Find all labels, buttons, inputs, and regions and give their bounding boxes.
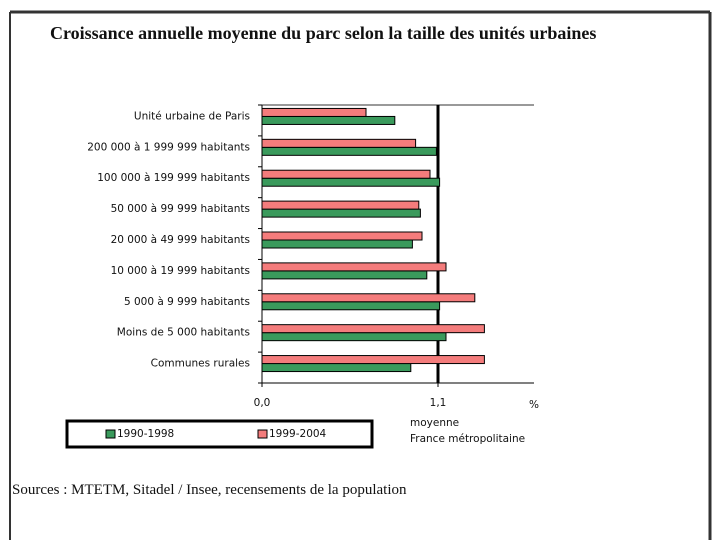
y-tick-label: Communes rurales [151,358,250,370]
y-tick-label: Moins de 5 000 habitants [117,327,250,339]
bar [261,208,421,218]
y-tick-label: Unité urbaine de Paris [134,110,250,122]
legend-swatch [105,429,116,439]
bar [261,355,485,365]
x-tick-label: 1,1 [430,397,447,409]
y-tick-label: 5 000 à 9 999 habitants [124,296,250,308]
bar [261,270,428,280]
bar [261,363,412,373]
chart-title: Croissance annuelle moyenne du parc selo… [50,23,597,43]
annotation: France métropolitaine [410,433,525,445]
annotation: moyenne [410,417,459,429]
y-tick-label: 100 000 à 199 999 habitants [97,172,250,184]
legend-label: 1990-1998 [117,428,174,440]
y-tick-label: 10 000 à 19 999 habitants [111,265,250,277]
y-tick-label: 50 000 à 99 999 habitants [111,203,250,215]
bar [261,177,441,187]
bar [261,169,431,179]
legend-swatch [257,429,268,439]
x-tick-label: 0,0 [254,397,271,409]
legend-label: 1999-2004 [269,428,327,440]
bar [261,239,413,249]
bar [261,293,476,303]
legend-box [65,419,374,449]
bar [261,107,367,117]
bar [261,200,420,210]
bar [261,115,396,125]
bar [261,146,437,156]
bar [261,138,417,148]
y-tick-label: 20 000 à 49 999 habitants [111,234,250,246]
bar [261,262,447,272]
y-tick-label: 200 000 à 1 999 999 habitants [87,141,250,153]
bar [261,332,447,342]
bar [261,324,485,334]
source: Sources : MTETM, Sitadel / Insee, recens… [12,482,407,498]
bar [261,301,441,311]
x-axis-label: % [529,399,539,411]
bar [261,231,423,241]
